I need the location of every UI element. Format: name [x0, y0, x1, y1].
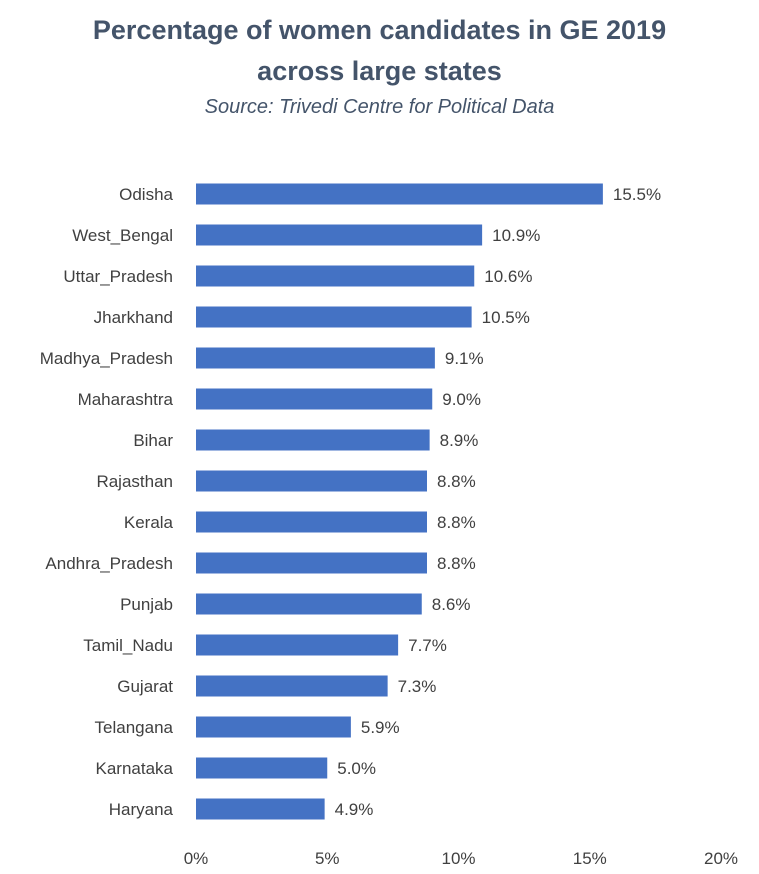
- data-label: 5.0%: [337, 759, 376, 778]
- bar: [196, 798, 325, 820]
- data-label: 8.9%: [440, 431, 479, 450]
- data-label: 7.7%: [408, 636, 447, 655]
- data-label: 10.9%: [492, 226, 540, 245]
- bar: [196, 675, 388, 697]
- category-label: West_Bengal: [72, 226, 173, 245]
- chart-title: Percentage of women candidates in GE 201…: [92, 15, 667, 86]
- data-label: 8.8%: [437, 554, 476, 573]
- category-label: Haryana: [109, 800, 174, 819]
- data-label: 5.9%: [361, 718, 400, 737]
- bar: [196, 224, 483, 246]
- category-label: Gujarat: [117, 677, 173, 696]
- bar: [196, 634, 399, 656]
- category-label: Uttar_Pradesh: [63, 267, 173, 286]
- bar: [196, 552, 427, 574]
- data-label: 7.3%: [398, 677, 437, 696]
- category-label: Jharkhand: [94, 308, 173, 327]
- x-tick-label: 0%: [184, 849, 209, 868]
- bar: [196, 388, 433, 410]
- chart-header: Percentage of women candidates in GE 201…: [0, 10, 759, 120]
- category-label: Rajasthan: [96, 472, 173, 491]
- x-tick-label: 10%: [441, 849, 475, 868]
- chart-subtitle: Source: Trivedi Centre for Political Dat…: [204, 96, 555, 118]
- data-label: 15.5%: [613, 185, 661, 204]
- category-label: Tamil_Nadu: [83, 636, 173, 655]
- bar: [196, 183, 603, 205]
- category-label: Maharashtra: [78, 390, 174, 409]
- category-label: Bihar: [133, 431, 173, 450]
- bar: [196, 757, 328, 779]
- x-tick-label: 15%: [573, 849, 607, 868]
- bar: [196, 265, 475, 287]
- bar: [196, 306, 472, 328]
- category-label: Punjab: [120, 595, 173, 614]
- x-tick-label: 5%: [315, 849, 340, 868]
- data-label: 9.0%: [442, 390, 481, 409]
- data-label: 8.8%: [437, 513, 476, 532]
- data-label: 10.5%: [482, 308, 530, 327]
- data-label: 8.8%: [437, 472, 476, 491]
- bar: [196, 593, 422, 615]
- data-label: 8.6%: [432, 595, 471, 614]
- category-label: Madhya_Pradesh: [40, 349, 173, 368]
- category-label: Kerala: [124, 513, 174, 532]
- bar: [196, 470, 427, 492]
- bar: [196, 511, 427, 533]
- x-tick-label: 20%: [704, 849, 738, 868]
- category-label: Odisha: [119, 185, 173, 204]
- category-label: Andhra_Pradesh: [45, 554, 173, 573]
- bar: [196, 347, 435, 369]
- category-label: Telangana: [95, 718, 174, 737]
- data-label: 10.6%: [484, 267, 532, 286]
- bar: [196, 716, 351, 738]
- data-label: 4.9%: [335, 800, 374, 819]
- data-label: 9.1%: [445, 349, 484, 368]
- bar: [196, 429, 430, 451]
- category-label: Karnataka: [96, 759, 174, 778]
